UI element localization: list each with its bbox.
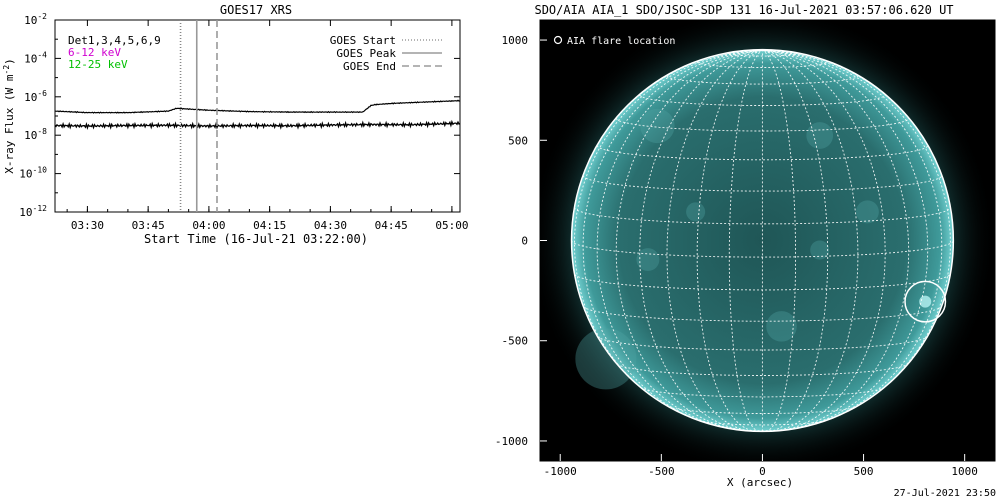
goes-y-tick-label: 10-6 (24, 89, 47, 104)
goes-x-tick-label: 04:30 (314, 219, 347, 232)
aia-grid-line (596, 49, 763, 429)
goes-y-tick-base: 10 (24, 91, 37, 104)
goes-y-tick-label: 10-2 (24, 12, 47, 27)
aia-x-tick-label: 1000 (951, 465, 978, 478)
aia-y-tick-label: 1000 (502, 34, 529, 47)
goes-x-tick-label: 05:00 (435, 219, 468, 232)
goes-y-tick-exp: -10 (33, 166, 48, 175)
aia-title: SDO/AIA AIA_1 SDO/JSOC-SDP 131 16-Jul-20… (534, 3, 953, 17)
aia-grid-line (616, 363, 909, 376)
aia-y-tick-label: 500 (508, 134, 528, 147)
aia-grid-line (666, 49, 763, 432)
aia-y-tick-label: 0 (521, 235, 528, 248)
goes-y-tick-label: 10-12 (19, 204, 47, 219)
aia-grid-line (582, 49, 763, 427)
aia-disk-texture (575, 108, 932, 390)
goes-legend-label: GOES Start (330, 34, 396, 47)
aia-grid-line (762, 49, 929, 429)
goes-y-tick-exp: -4 (37, 50, 47, 59)
goes-y-tick-exp: -8 (37, 127, 47, 136)
goes-y-axis-label: X-ray Flux (W m-2) (2, 58, 16, 174)
goes-y-axis-label-exp: -2 (2, 65, 11, 75)
aia-flare-location-marker (904, 280, 947, 323)
aia-grid-line (668, 406, 857, 414)
aia-grid-line (696, 49, 763, 432)
goes-y-tick-exp: -2 (37, 12, 47, 21)
goes-series-line (55, 99, 461, 114)
goes-y-tick-base: 10 (19, 206, 32, 219)
goes-y-tick-base: 10 (24, 52, 37, 65)
aia-bright-region (575, 328, 637, 390)
aia-grid-line (762, 49, 829, 432)
aia-x-tick-label: -500 (648, 465, 675, 478)
aia-grid-line (728, 52, 797, 57)
aia-solar-disk (571, 49, 954, 432)
goes-y-tick-base: 10 (24, 14, 37, 27)
goes-x-tick-label: 04:45 (375, 219, 408, 232)
goes-x-ticks: 03:30 03:45 04:00 04:15 04:30 04:45 05:00 (66, 20, 468, 232)
goes-y-tick-exp: -6 (37, 89, 47, 98)
aia-grid-line (582, 306, 942, 322)
aia-x-axis-label: X (arcsec) (727, 476, 793, 489)
aia-grid-line (762, 49, 943, 427)
aia-limb-outline (570, 48, 955, 433)
goes-x-tick-label: 03:30 (71, 219, 104, 232)
goes-y-axis-label-main: X-ray Flux (W m (3, 74, 16, 174)
goes-y-tick-base: 10 (24, 129, 37, 142)
aia-bright-region (855, 200, 879, 224)
aia-x-tick-label: 0 (759, 465, 766, 478)
aia-y-tick-label: -500 (502, 335, 529, 348)
goes-y-tick-label: 10-8 (24, 127, 47, 142)
goes-series (54, 99, 461, 130)
goes-legend-label: GOES Peak (336, 47, 396, 60)
aia-y-tick-label: -1000 (495, 435, 528, 448)
goes-y-tick-label: 10-10 (19, 166, 47, 181)
aia-grid-line (666, 75, 859, 85)
aia-bright-region (806, 122, 834, 149)
aia-x-ticks: -1000 -500 0 500 1000 (544, 454, 978, 478)
aia-grid-line (728, 49, 763, 432)
aia-grid-line (762, 49, 886, 431)
goes-event-lines (179, 20, 218, 212)
goes-channel-label: Det1,3,4,5,6,9 (68, 34, 161, 47)
aia-flare-brightening (919, 295, 932, 308)
goes-y-tick-label: 10-4 (24, 50, 47, 65)
aia-grid-line (762, 49, 859, 432)
aia-bright-region (636, 248, 660, 272)
goes-x-tick-label: 04:15 (253, 219, 286, 232)
aia-y-ticks: 1000 500 0 -500 -1000 (495, 34, 547, 448)
aia-bright-region (686, 202, 706, 222)
aia-grid-line (696, 61, 829, 68)
aia-grid-line (762, 49, 797, 432)
goes-y-axis-label-close: ) (3, 58, 16, 65)
goes-channel-label: 12-25 keV (68, 58, 128, 71)
goes-x-tick-label: 03:45 (132, 219, 165, 232)
goes-x-axis-label: Start Time (16-Jul-21 03:22:00) (144, 232, 368, 246)
aia-x-tick-label: -1000 (544, 465, 577, 478)
aia-bright-region (766, 311, 797, 342)
aia-grid-line (762, 49, 951, 412)
goes-y-tick-base: 10 (19, 168, 32, 181)
goes-x-tick-label: 04:00 (192, 219, 225, 232)
aia-x-tick-label: 500 (854, 465, 874, 478)
aia-legend-marker (553, 35, 563, 45)
aia-grid-line (571, 240, 954, 258)
aia-bright-region (810, 240, 830, 260)
aia-plot: SDO/AIA AIA_1 SDO/JSOC-SDP 131 16-Jul-20… (495, 3, 996, 499)
goes-title: GOES17 XRS (220, 3, 292, 17)
aia-legend-label: AIA flare location (567, 36, 675, 47)
aia-bright-region (640, 108, 675, 144)
footer-timestamp: 27-Jul-2021 23:50 (894, 488, 996, 499)
goes-y-tick-exp: -12 (33, 204, 48, 213)
aia-grid-line (573, 49, 763, 412)
aia-grid-line (640, 386, 885, 398)
goes-legend-label: GOES End (343, 60, 396, 73)
goes-series-line (54, 119, 461, 130)
goes-channel-label: 6-12 keV (68, 46, 121, 59)
aia-grid-line (639, 49, 763, 431)
